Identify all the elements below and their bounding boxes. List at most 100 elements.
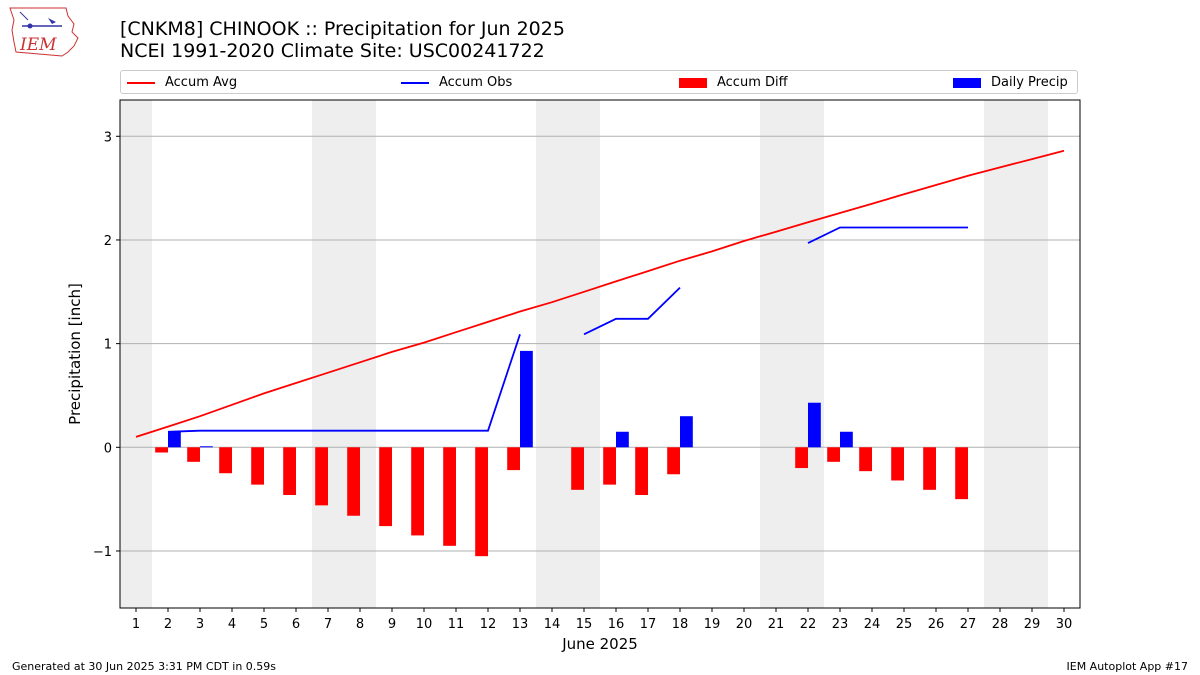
legend: Accum Avg Accum Obs Accum Diff Daily Pre… [120,70,1078,94]
accum-obs-line [167,226,968,433]
weekend-band-0 [120,100,152,608]
y-axis-ticks: −1 0 1 2 3 [93,130,120,560]
accum-diff-bar [347,447,360,516]
accum-diff-bar [475,447,488,557]
x-tick-label: 17 [640,617,657,632]
x-tick-label: 7 [324,617,332,632]
accum-diff-bar [923,447,936,490]
accum-diff-bar [443,447,456,546]
accum-diff-bar [891,447,904,481]
accum-obs-line-segment-0 [167,334,521,433]
accum-diff-bars [155,447,968,557]
accum-diff-bar [827,447,840,462]
daily-precip-bar [616,431,629,448]
accum-diff-bar [155,447,168,453]
accum-obs-line-segment-1 [583,286,681,336]
legend-item-accum-avg: Accum Avg [127,74,237,92]
legend-swatch-daily-precip [953,77,981,88]
accum-diff-bar [795,447,808,469]
x-tick-label: 19 [704,617,721,632]
accum-avg-line [135,149,1065,438]
legend-item-accum-obs: Accum Obs [401,74,512,92]
x-tick-label: 4 [228,617,236,632]
y-tick-label: 2 [104,234,112,249]
daily-precip-bar [680,416,693,448]
accum-diff-bar [315,447,328,506]
accum-obs-line-segment-2 [807,226,968,244]
daily-precip-bars [168,350,853,448]
x-tick-label: 22 [800,617,817,632]
x-tick-label: 21 [768,617,785,632]
grid-lines [120,135,1080,552]
x-tick-label: 11 [448,617,465,632]
y-tick-label: −1 [93,545,112,560]
daily-precip-bar [520,350,533,448]
plot-frame [119,99,1081,609]
accum-diff-bar [859,447,872,472]
legend-label-accum-obs: Accum Obs [439,75,513,90]
x-tick-label: 3 [196,617,204,632]
legend-label-accum-avg: Accum Avg [165,75,238,90]
x-tick-label: 10 [416,617,433,632]
accum-diff-bar [283,447,296,495]
daily-precip-bar [808,402,821,448]
footer-app-text: IEM Autoplot App #17 [1066,660,1189,673]
x-axis-label: June 2025 [561,635,638,653]
accum-diff-bar [603,447,616,485]
chart-subtitle: NCEI 1991-2020 Climate Site: USC00241722 [120,40,545,62]
x-tick-label: 1 [132,617,140,632]
accum-diff-bar [379,447,392,527]
x-tick-label: 5 [260,617,268,632]
svg-text:IEM: IEM [19,35,57,55]
daily-precip-bar [200,446,213,448]
x-tick-label: 12 [480,617,497,632]
accum-diff-bar [251,447,264,485]
legend-item-accum-diff: Accum Diff [679,74,788,92]
x-tick-label: 9 [388,617,396,632]
x-tick-label: 2 [164,617,172,632]
accum-diff-bar [955,447,968,500]
x-tick-label: 13 [512,617,529,632]
weekend-shading [120,100,1048,608]
x-tick-label: 18 [672,617,689,632]
legend-label-accum-diff: Accum Diff [717,75,788,90]
x-tick-label: 27 [960,617,977,632]
x-tick-label: 8 [356,617,364,632]
x-tick-label: 15 [576,617,593,632]
legend-swatch-accum-obs [401,81,429,84]
x-tick-label: 23 [832,617,849,632]
accum-diff-bar [667,447,680,475]
footer-generated-text: Generated at 30 Jun 2025 3:31 PM CDT in … [12,660,277,673]
x-tick-label: 16 [608,617,625,632]
y-axis-label: Precipitation [inch] [66,283,84,425]
accum-diff-bar [187,447,200,462]
x-tick-label: 29 [1024,617,1041,632]
y-tick-label: 1 [104,338,112,353]
legend-swatch-accum-diff [679,77,707,88]
accum-diff-bar [411,447,424,536]
x-tick-label: 20 [736,617,753,632]
legend-label-daily-precip: Daily Precip [991,75,1068,90]
x-tick-label: 6 [292,617,300,632]
y-tick-label: 3 [104,130,112,145]
weekend-band-2 [536,100,600,608]
chart-title: [CNKM8] CHINOOK :: Precipitation for Jun… [120,18,565,40]
weekend-band-4 [984,100,1048,608]
daily-precip-bar [840,431,853,448]
x-tick-label: 28 [992,617,1009,632]
accum-diff-bar [219,447,232,474]
x-tick-label: 25 [896,617,913,632]
accum-diff-bar [635,447,648,495]
weekend-band-3 [760,100,824,608]
x-tick-label: 14 [544,617,561,632]
accum-avg-line-segment-0 [135,149,1065,438]
x-tick-label: 26 [928,617,945,632]
accum-diff-bar [571,447,584,490]
iem-logo: IEM [8,6,80,62]
x-tick-label: 30 [1056,617,1073,632]
accum-diff-bar [507,447,520,471]
legend-swatch-accum-avg [127,81,155,84]
legend-item-daily-precip: Daily Precip [953,74,1068,92]
x-axis-ticks: 1 2 3 4 5 6 7 8 9 10 11 12 13 14 15 16 17 18 19 20 21 22 23 24 2… [132,608,1072,632]
